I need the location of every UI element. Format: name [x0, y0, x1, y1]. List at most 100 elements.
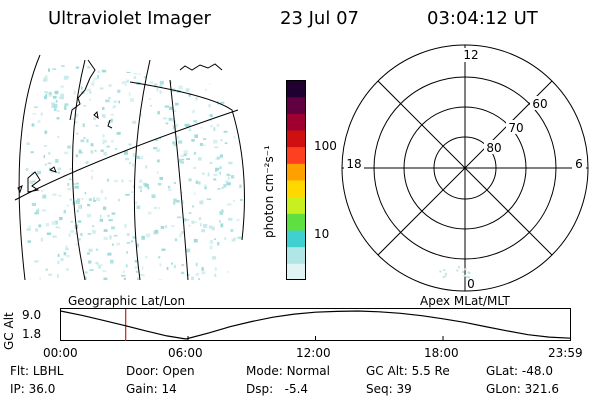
emission-pixel — [149, 98, 152, 100]
emission-pixel — [103, 236, 108, 241]
latitude-line — [14, 109, 239, 201]
emission-pixel — [224, 237, 227, 240]
emission-pixel — [193, 167, 197, 169]
emission-pixel — [27, 240, 31, 243]
emission-pixel — [154, 207, 157, 209]
emission-pixel — [57, 226, 60, 228]
emission-pixel — [96, 262, 99, 265]
y-tick-9: 9.0 — [22, 308, 42, 322]
emission-pixel — [110, 259, 114, 264]
emission-pixel — [164, 71, 167, 75]
emission-pixel — [171, 109, 177, 113]
emission-pixel — [181, 271, 185, 275]
emission-pixel — [40, 112, 43, 116]
emission-pixel — [158, 279, 162, 280]
emission-pixel — [108, 219, 113, 222]
emission-pixel — [201, 271, 206, 275]
emission-pixel — [78, 238, 81, 241]
emission-pixel — [154, 229, 159, 234]
emission-pixel — [29, 180, 34, 185]
emission-pixel — [232, 84, 236, 86]
emission-pixel — [178, 140, 183, 144]
emission-pixel — [198, 181, 201, 185]
field-seq: Seq: 39 — [366, 382, 412, 396]
polar-emission-pixel — [442, 276, 445, 279]
polar-diagonal — [377, 80, 553, 256]
emission-pixel — [52, 193, 57, 196]
emission-pixel — [188, 224, 191, 227]
color-scale-gradient — [286, 80, 306, 281]
gc-alt-series-line — [60, 310, 571, 340]
emission-pixel — [122, 68, 124, 71]
emission-pixel — [195, 179, 198, 182]
emission-pixel — [140, 274, 143, 276]
emission-pixel — [73, 90, 76, 95]
polar-emission-speckles — [439, 266, 471, 279]
emission-pixel — [203, 77, 208, 80]
emission-pixel — [158, 207, 161, 210]
emission-pixel — [111, 212, 116, 215]
emission-pixel — [35, 229, 39, 232]
emission-pixel — [113, 105, 116, 108]
emission-pixel — [157, 111, 160, 115]
emission-pixel — [103, 229, 108, 232]
emission-pixel — [149, 81, 154, 84]
colorbar-segment — [286, 96, 306, 114]
colorbar-unit-label: photon cm⁻²s⁻¹ — [262, 145, 276, 238]
emission-pixel — [113, 234, 118, 237]
emission-pixel — [79, 168, 82, 171]
emission-pixel — [173, 142, 177, 147]
emission-pixel — [136, 205, 141, 209]
emission-pixel — [75, 200, 80, 204]
emission-pixel — [91, 170, 94, 172]
emission-pixel — [227, 203, 232, 206]
emission-pixel — [211, 226, 215, 231]
emission-pixel — [28, 92, 31, 96]
emission-pixel — [236, 218, 240, 222]
emission-pixel — [207, 172, 210, 177]
polar-emission-pixel — [443, 269, 446, 271]
field-flt: Flt: LBHL — [10, 364, 64, 378]
emission-pixel — [33, 72, 38, 76]
emission-pixel — [126, 69, 131, 73]
emission-pixel — [82, 123, 85, 128]
emission-pixel — [70, 230, 74, 233]
emission-pixel — [141, 266, 144, 270]
emission-pixel — [136, 155, 140, 159]
emission-pixel — [199, 143, 203, 146]
emission-pixel — [226, 173, 231, 176]
x-tick-label-18: 18:00 — [424, 346, 459, 360]
emission-pixel — [188, 93, 191, 97]
emission-pixel — [236, 87, 240, 92]
emission-pixel — [237, 115, 241, 119]
emission-pixel — [158, 256, 161, 259]
emission-pixel — [65, 245, 68, 249]
emission-pixel — [198, 278, 200, 280]
emission-pixel — [185, 219, 190, 221]
emission-pixel — [29, 101, 33, 105]
emission-pixel — [66, 204, 69, 207]
emission-pixel — [86, 252, 90, 255]
mlat-label-80: 80 — [486, 141, 501, 155]
emission-pixel — [83, 137, 86, 139]
emission-pixel — [40, 237, 43, 242]
emission-pixel — [98, 264, 101, 269]
emission-pixel — [102, 134, 105, 138]
emission-pixel — [57, 171, 60, 174]
emission-pixel — [233, 135, 238, 139]
emission-pixel — [125, 264, 128, 268]
emission-pixel — [175, 102, 179, 106]
emission-pixel — [131, 240, 134, 243]
emission-pixel — [60, 93, 65, 97]
emission-pixel — [108, 84, 112, 87]
emission-pixel — [198, 217, 202, 221]
emission-pixel — [183, 153, 187, 156]
emission-pixel — [70, 221, 73, 223]
emission-pixel — [172, 125, 175, 130]
emission-pixel — [128, 143, 132, 146]
emission-pixel — [227, 176, 230, 180]
emission-pixel — [69, 178, 72, 181]
emission-pixel — [217, 188, 221, 190]
emission-pixel — [91, 175, 93, 180]
emission-pixel — [106, 145, 110, 148]
